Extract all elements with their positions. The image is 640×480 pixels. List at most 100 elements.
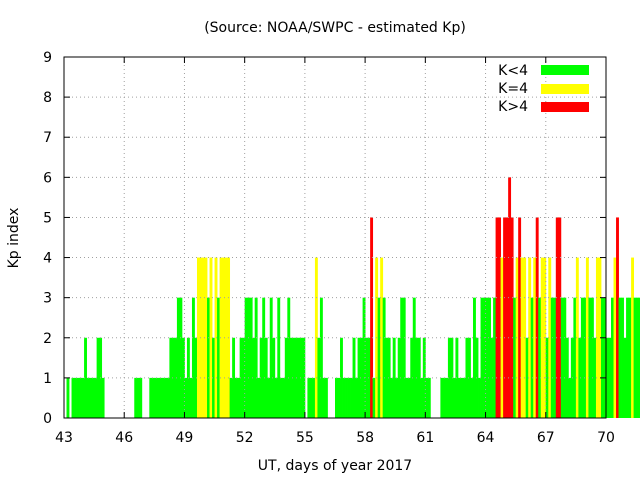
kp-bar [528, 257, 532, 418]
y-tick-label: 4 [43, 251, 52, 267]
y-axis-label: Kp index [6, 208, 22, 269]
kp-bar [545, 337, 549, 418]
kp-bar [337, 377, 341, 418]
legend-label-k-equal-4: K=4 [498, 81, 528, 97]
kp-bar [503, 217, 507, 418]
kp-bar [498, 217, 502, 418]
legend-swatch-k-below-4 [541, 65, 589, 75]
x-tick-label: 70 [597, 430, 615, 446]
kp-bar [447, 337, 451, 418]
kp-bar [262, 297, 266, 418]
kp-bar [274, 377, 278, 418]
kp-bar [71, 377, 75, 418]
y-tick-label: 3 [43, 291, 52, 307]
kp-bar [79, 377, 82, 418]
kp-bar [222, 257, 225, 418]
kp-bar [608, 337, 612, 418]
kp-bar [585, 257, 589, 418]
kp-bar [440, 377, 444, 418]
kp-bar [628, 297, 632, 418]
kp-bar [91, 377, 95, 418]
kp-bar [540, 257, 544, 418]
kp-bar [269, 297, 273, 418]
kp-bar [134, 377, 138, 418]
x-tick-label: 43 [55, 430, 73, 446]
kp-bar [450, 337, 454, 418]
kp-bar [352, 337, 356, 418]
kp-bar [473, 297, 476, 418]
kp-bar [335, 377, 338, 418]
kp-bar [166, 377, 170, 418]
kp-bar [402, 297, 406, 418]
kp-bar [101, 377, 105, 418]
kp-bar [297, 337, 301, 418]
kp-bar [94, 377, 98, 418]
kp-bar [442, 377, 446, 418]
y-tick-label: 0 [43, 411, 52, 427]
kp-bar [224, 257, 228, 418]
kp-bar [595, 257, 599, 418]
x-tick-label: 58 [356, 430, 374, 446]
kp-bar [485, 297, 489, 418]
kp-bar [583, 297, 587, 418]
kp-bar [603, 297, 607, 418]
kp-bar [563, 297, 567, 418]
kp-bar [478, 377, 481, 418]
kp-bar [616, 217, 619, 418]
kp-bar [289, 337, 293, 418]
kp-bar [317, 337, 321, 418]
kp-bar [636, 297, 640, 418]
kp-bar [593, 337, 597, 418]
kp-bar [249, 297, 253, 418]
kp-bar [149, 377, 153, 418]
x-tick-label: 55 [296, 430, 314, 446]
y-tick-label: 2 [43, 331, 52, 347]
x-tick-label: 46 [115, 430, 133, 446]
kp-bar [292, 337, 296, 418]
kp-bar [189, 377, 193, 418]
y-tick-label: 8 [43, 90, 52, 106]
kp-bar [370, 217, 374, 418]
kp-bar [621, 297, 624, 418]
kp-bar [588, 297, 592, 418]
kp-bar [254, 297, 258, 418]
kp-bar [232, 337, 236, 418]
kp-bar [395, 377, 399, 418]
kp-bar [247, 297, 251, 418]
kp-bar [493, 297, 496, 418]
kp-bar [66, 377, 70, 418]
kp-bar [252, 337, 256, 418]
kp-bar [347, 377, 351, 418]
kp-bar [355, 377, 358, 418]
kp-bar [229, 377, 233, 418]
kp-bar [264, 337, 268, 418]
kp-bar [613, 257, 617, 418]
kp-bar [417, 337, 421, 418]
kp-bar [465, 337, 469, 418]
kp-bar [340, 337, 343, 418]
kp-bar [161, 377, 165, 418]
kp-bar [307, 377, 311, 418]
kp-bar [196, 257, 200, 418]
kp-bar [633, 297, 637, 418]
kp-bar [568, 377, 572, 418]
kp-bar [272, 337, 276, 418]
kp-bar [204, 257, 208, 418]
plot-frame [63, 56, 607, 419]
kp-bar [558, 217, 562, 418]
kp-bar [322, 377, 326, 418]
kp-bar [257, 377, 261, 418]
kp-bar [590, 297, 594, 418]
kp-bar [508, 177, 512, 418]
kp-bar [184, 377, 188, 418]
x-tick-label: 49 [176, 430, 194, 446]
kp-bar [390, 377, 394, 418]
kp-bar [202, 257, 205, 418]
kp-bar [217, 297, 220, 418]
y-tick-label: 7 [43, 130, 52, 146]
kp-bar [267, 377, 271, 418]
kp-bar [580, 297, 584, 418]
kp-bar [513, 297, 517, 418]
kp-bar [445, 377, 449, 418]
